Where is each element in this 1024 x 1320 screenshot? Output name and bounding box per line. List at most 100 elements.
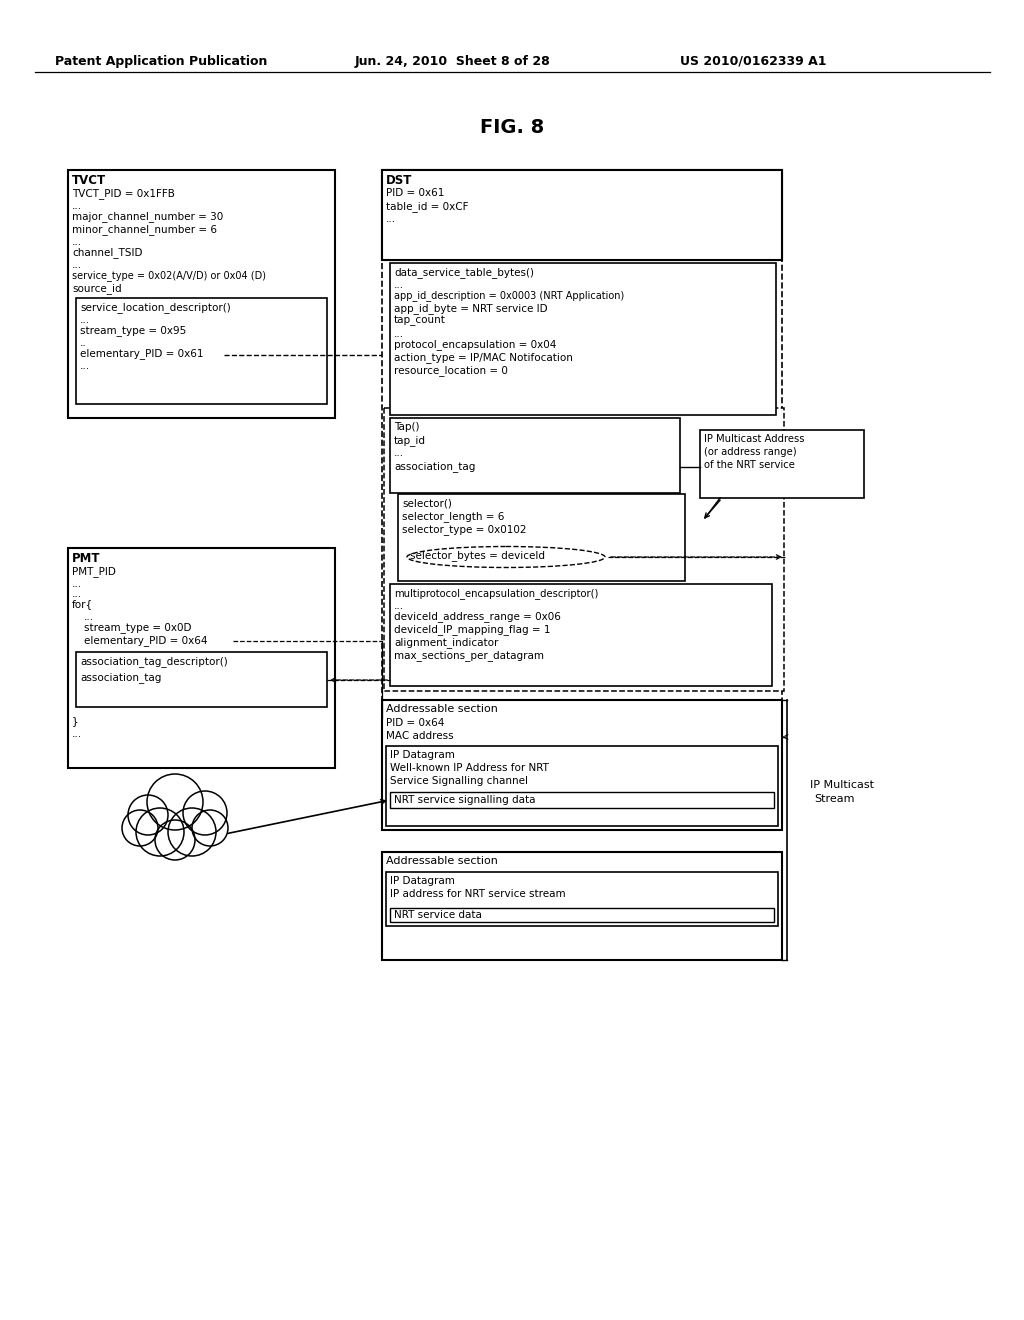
Circle shape: [193, 810, 228, 846]
Text: DST: DST: [386, 174, 413, 187]
Text: minor_channel_number = 6: minor_channel_number = 6: [72, 224, 217, 235]
Text: }: }: [72, 715, 79, 726]
Circle shape: [183, 791, 227, 836]
Text: Well-known IP Address for NRT: Well-known IP Address for NRT: [390, 763, 549, 774]
Text: Stream: Stream: [814, 795, 854, 804]
Circle shape: [155, 820, 195, 861]
Text: Service Signalling channel: Service Signalling channel: [390, 776, 528, 785]
Text: IP Datagram: IP Datagram: [390, 750, 455, 760]
Circle shape: [168, 808, 216, 855]
Text: NRT service signalling data: NRT service signalling data: [394, 795, 536, 805]
Text: deviceId_IP_mapping_flag = 1: deviceId_IP_mapping_flag = 1: [394, 624, 551, 635]
Text: association_tag: association_tag: [80, 672, 162, 682]
Text: Jun. 24, 2010  Sheet 8 of 28: Jun. 24, 2010 Sheet 8 of 28: [355, 55, 551, 69]
Bar: [76, 652, 327, 708]
Text: US 2010/0162339 A1: US 2010/0162339 A1: [680, 55, 826, 69]
Circle shape: [136, 808, 184, 855]
Text: IP Datagram: IP Datagram: [390, 876, 455, 886]
Text: IP Multicast Address: IP Multicast Address: [705, 434, 805, 444]
Bar: [76, 298, 327, 404]
Text: app_id_description = 0x0003 (NRT Application): app_id_description = 0x0003 (NRT Applica…: [394, 290, 625, 301]
Bar: [700, 430, 864, 498]
Text: NRT service data: NRT service data: [394, 909, 482, 920]
Text: deviceId_address_range = 0x06: deviceId_address_range = 0x06: [394, 611, 561, 622]
Text: Tap(): Tap(): [394, 422, 420, 432]
Text: app_id_byte = NRT service ID: app_id_byte = NRT service ID: [394, 304, 548, 314]
Text: tap_count: tap_count: [394, 315, 445, 326]
Text: selector_bytes = deviceId: selector_bytes = deviceId: [410, 550, 545, 561]
Text: elementary_PID = 0x64: elementary_PID = 0x64: [84, 635, 208, 645]
Text: ...: ...: [72, 260, 82, 271]
Bar: [382, 170, 782, 260]
Text: PID = 0x61: PID = 0x61: [386, 187, 444, 198]
Text: of the NRT service: of the NRT service: [705, 459, 795, 470]
Text: selector_type = 0x0102: selector_type = 0x0102: [402, 524, 526, 535]
Text: ...: ...: [72, 589, 82, 599]
Text: ...: ...: [386, 214, 396, 224]
Text: ...: ...: [72, 729, 82, 739]
Text: ...: ...: [72, 201, 82, 211]
Bar: [382, 170, 782, 725]
Bar: [68, 548, 335, 768]
Text: FIG. 8: FIG. 8: [480, 117, 544, 137]
Text: ...: ...: [394, 329, 404, 339]
Text: IP address for NRT service stream: IP address for NRT service stream: [390, 888, 565, 899]
Text: data_service_table_bytes(): data_service_table_bytes(): [394, 267, 534, 279]
Text: ...: ...: [80, 315, 90, 325]
Text: MAC address: MAC address: [386, 731, 454, 741]
Text: action_type = IP/MAC Notifocation: action_type = IP/MAC Notifocation: [394, 352, 572, 363]
Bar: [390, 583, 772, 686]
Text: tap_id: tap_id: [394, 436, 426, 446]
Text: association_tag: association_tag: [394, 461, 475, 473]
Circle shape: [147, 774, 203, 830]
Text: resource_location = 0: resource_location = 0: [394, 366, 508, 376]
Text: Application: Application: [142, 832, 208, 845]
Text: major_channel_number = 30: major_channel_number = 30: [72, 211, 223, 222]
Text: ...: ...: [394, 280, 404, 290]
Text: Addressable section: Addressable section: [386, 704, 498, 714]
Bar: [382, 700, 782, 830]
Text: service_location_descriptor(): service_location_descriptor(): [80, 302, 230, 313]
Text: TVCT: TVCT: [72, 174, 106, 187]
Bar: [386, 746, 778, 826]
Circle shape: [122, 810, 158, 846]
Text: ...: ...: [72, 238, 82, 247]
Ellipse shape: [407, 546, 605, 568]
Text: selector(): selector(): [402, 498, 452, 508]
Text: ...: ...: [72, 579, 82, 589]
Bar: [382, 851, 782, 960]
Text: ...: ...: [84, 612, 94, 622]
Bar: [390, 263, 776, 414]
Bar: [382, 170, 782, 260]
Bar: [386, 873, 778, 927]
Text: (or address range): (or address range): [705, 447, 797, 457]
Text: Addressable section: Addressable section: [386, 855, 498, 866]
Text: multiprotocol_encapsulation_descriptor(): multiprotocol_encapsulation_descriptor(): [394, 587, 598, 599]
Text: selector_length = 6: selector_length = 6: [402, 511, 505, 521]
Bar: [68, 170, 335, 418]
Text: Patent Application Publication: Patent Application Publication: [55, 55, 267, 69]
Bar: [390, 792, 774, 808]
Text: ...: ...: [394, 447, 404, 458]
Text: max_sections_per_datagram: max_sections_per_datagram: [394, 649, 544, 661]
Text: PMT_PID: PMT_PID: [72, 566, 116, 577]
Text: NRT: NRT: [164, 818, 186, 832]
Text: ...: ...: [394, 601, 404, 611]
Text: channel_TSID: channel_TSID: [72, 247, 142, 257]
Text: association_tag_descriptor(): association_tag_descriptor(): [80, 656, 227, 667]
Text: alignment_indicator: alignment_indicator: [394, 638, 499, 648]
Text: source_id: source_id: [72, 282, 122, 294]
Text: stream_type = 0x0D: stream_type = 0x0D: [84, 622, 191, 632]
Bar: [398, 494, 685, 581]
Circle shape: [128, 795, 168, 836]
Text: TVCT_PID = 0x1FFB: TVCT_PID = 0x1FFB: [72, 187, 175, 199]
Text: elementary_PID = 0x61: elementary_PID = 0x61: [80, 348, 204, 359]
Text: table_id = 0xCF: table_id = 0xCF: [386, 201, 469, 213]
Text: PMT: PMT: [72, 552, 100, 565]
Bar: [390, 908, 774, 921]
Bar: [390, 418, 680, 492]
Text: ..: ..: [80, 338, 87, 348]
Text: service_type = 0x02(A/V/D) or 0x04 (D): service_type = 0x02(A/V/D) or 0x04 (D): [72, 271, 266, 281]
Text: stream_type = 0x95: stream_type = 0x95: [80, 325, 186, 335]
Text: for{: for{: [72, 599, 93, 609]
